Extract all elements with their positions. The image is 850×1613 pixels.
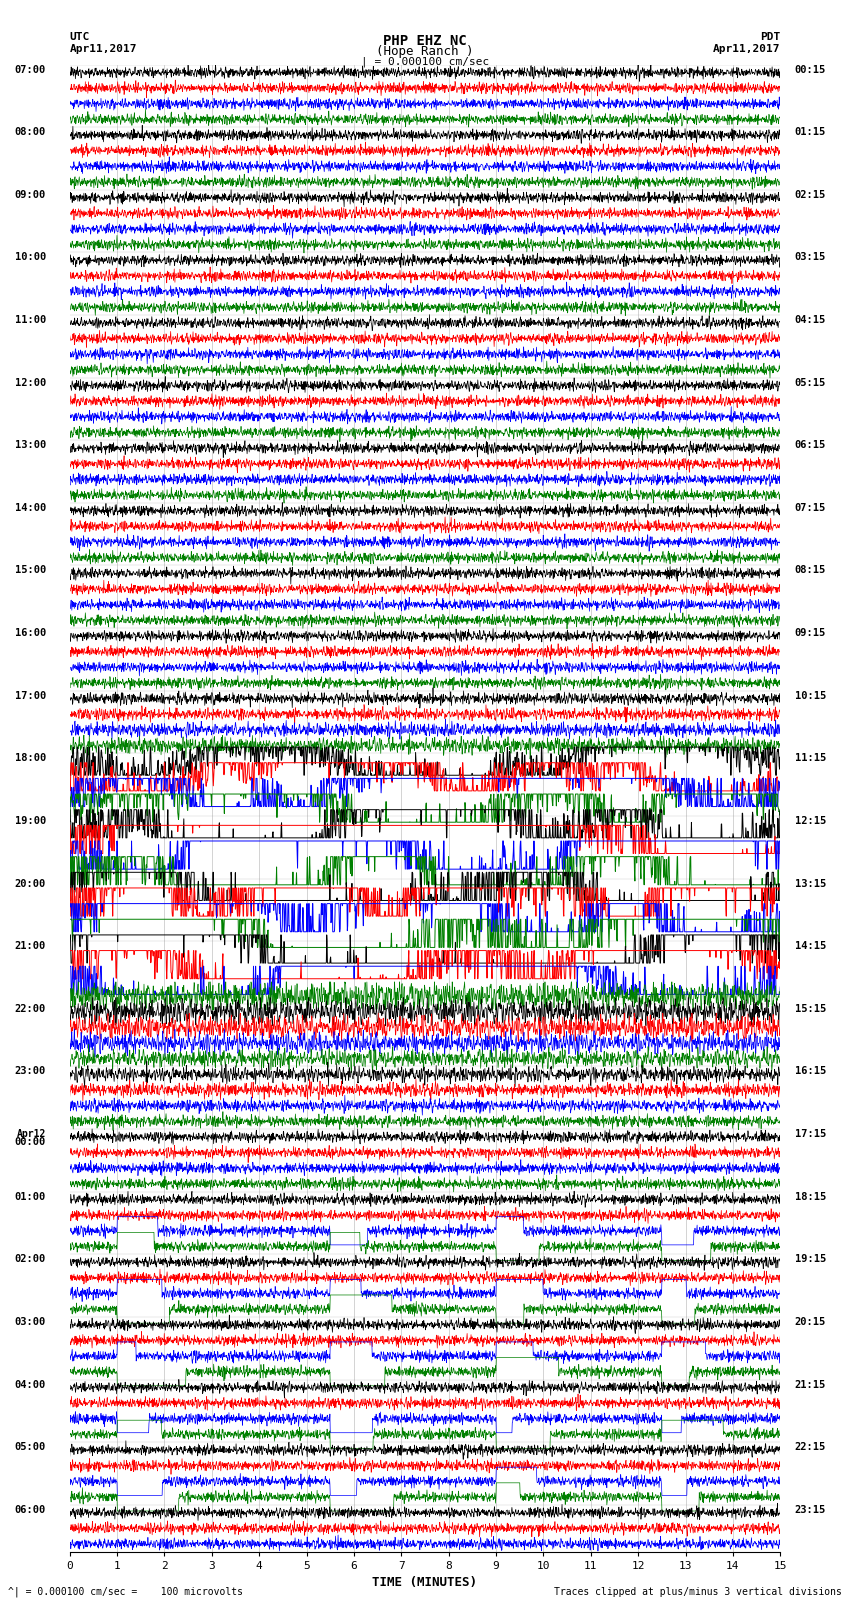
Text: 02:00: 02:00 xyxy=(14,1255,46,1265)
Text: 10:00: 10:00 xyxy=(14,252,46,263)
Text: 01:15: 01:15 xyxy=(795,127,825,137)
Text: 18:15: 18:15 xyxy=(795,1192,825,1202)
Text: 08:15: 08:15 xyxy=(795,566,825,576)
Text: 05:00: 05:00 xyxy=(14,1442,46,1452)
Text: PDT: PDT xyxy=(760,32,780,42)
Text: 14:15: 14:15 xyxy=(795,940,825,952)
Text: 13:15: 13:15 xyxy=(795,879,825,889)
Text: 07:00: 07:00 xyxy=(14,65,46,74)
Text: 15:00: 15:00 xyxy=(14,566,46,576)
Text: 04:15: 04:15 xyxy=(795,315,825,324)
Text: (Hope Ranch ): (Hope Ranch ) xyxy=(377,45,473,58)
Text: PHP EHZ NC: PHP EHZ NC xyxy=(383,34,467,48)
Text: 09:00: 09:00 xyxy=(14,190,46,200)
Text: 11:15: 11:15 xyxy=(795,753,825,763)
Text: 11:00: 11:00 xyxy=(14,315,46,324)
Text: 12:15: 12:15 xyxy=(795,816,825,826)
Text: 21:15: 21:15 xyxy=(795,1379,825,1389)
Text: 02:15: 02:15 xyxy=(795,190,825,200)
Text: Traces clipped at plus/minus 3 vertical divisions: Traces clipped at plus/minus 3 vertical … xyxy=(553,1587,842,1597)
Text: 15:15: 15:15 xyxy=(795,1003,825,1015)
Text: 13:00: 13:00 xyxy=(14,440,46,450)
Text: 12:00: 12:00 xyxy=(14,377,46,387)
Text: UTC: UTC xyxy=(70,32,90,42)
Text: 18:00: 18:00 xyxy=(14,753,46,763)
Text: 00:00: 00:00 xyxy=(14,1137,46,1147)
Text: 17:00: 17:00 xyxy=(14,690,46,700)
Text: 09:15: 09:15 xyxy=(795,627,825,639)
Text: 14:00: 14:00 xyxy=(14,503,46,513)
Text: 04:00: 04:00 xyxy=(14,1379,46,1389)
Text: 20:15: 20:15 xyxy=(795,1316,825,1327)
Text: 08:00: 08:00 xyxy=(14,127,46,137)
Text: 22:00: 22:00 xyxy=(14,1003,46,1015)
Text: 20:00: 20:00 xyxy=(14,879,46,889)
Text: 22:15: 22:15 xyxy=(795,1442,825,1452)
Text: 05:15: 05:15 xyxy=(795,377,825,387)
Text: | = 0.000100 cm/sec: | = 0.000100 cm/sec xyxy=(361,56,489,68)
Text: Apr12: Apr12 xyxy=(17,1129,46,1139)
Text: 03:15: 03:15 xyxy=(795,252,825,263)
Text: 19:15: 19:15 xyxy=(795,1255,825,1265)
Text: 00:15: 00:15 xyxy=(795,65,825,74)
Text: 10:15: 10:15 xyxy=(795,690,825,700)
Text: 21:00: 21:00 xyxy=(14,940,46,952)
Text: Apr11,2017: Apr11,2017 xyxy=(713,44,780,53)
Text: 23:00: 23:00 xyxy=(14,1066,46,1076)
Text: 03:00: 03:00 xyxy=(14,1316,46,1327)
X-axis label: TIME (MINUTES): TIME (MINUTES) xyxy=(372,1576,478,1589)
Text: 19:00: 19:00 xyxy=(14,816,46,826)
Text: 06:15: 06:15 xyxy=(795,440,825,450)
Text: 06:00: 06:00 xyxy=(14,1505,46,1515)
Text: 01:00: 01:00 xyxy=(14,1192,46,1202)
Text: 23:15: 23:15 xyxy=(795,1505,825,1515)
Text: 16:15: 16:15 xyxy=(795,1066,825,1076)
Text: ^| = 0.000100 cm/sec =    100 microvolts: ^| = 0.000100 cm/sec = 100 microvolts xyxy=(8,1586,243,1597)
Text: 07:15: 07:15 xyxy=(795,503,825,513)
Text: 16:00: 16:00 xyxy=(14,627,46,639)
Text: 17:15: 17:15 xyxy=(795,1129,825,1139)
Text: Apr11,2017: Apr11,2017 xyxy=(70,44,137,53)
